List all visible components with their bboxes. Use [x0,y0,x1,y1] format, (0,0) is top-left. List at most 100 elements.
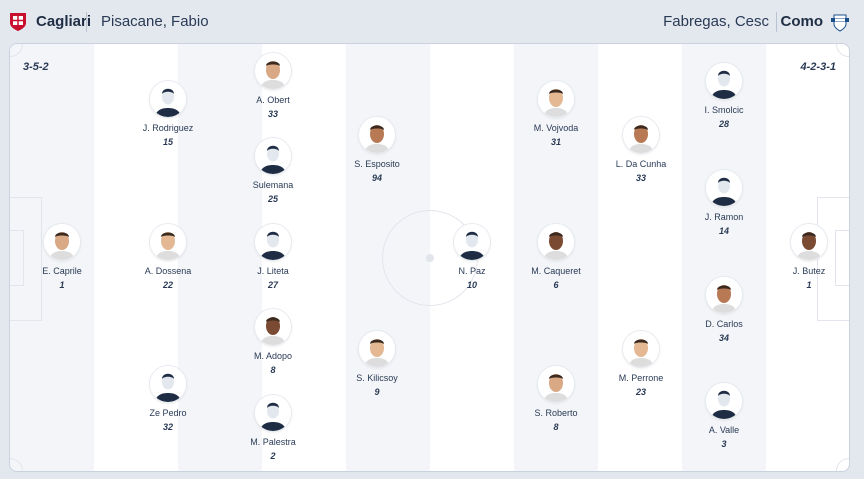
player-name: E. Caprile [42,266,82,276]
away-team-name[interactable]: Como [780,13,824,30]
player-number: 94 [371,173,382,183]
player-avatar [359,331,395,367]
player-card[interactable]: A. Dossena 22 [123,224,213,290]
player-name: A. Obert [256,95,290,105]
player-name: M. Vojvoda [533,123,579,133]
player-number: 8 [553,422,559,432]
player-number: 34 [718,333,729,343]
player-number: 28 [718,119,729,129]
player-avatar [44,224,80,260]
player-number: 1 [59,280,65,290]
home-formation: 3-5-2 [23,61,49,73]
player-number: 15 [162,137,173,147]
player-card[interactable]: Sulemana 25 [228,138,318,204]
player-card[interactable]: M. Adopo 8 [228,309,318,375]
player-card[interactable]: N. Paz 10 [427,224,517,290]
player-name: M. Perrone [618,373,664,383]
player-number: 31 [550,137,561,147]
goal-box-left [10,230,24,286]
player-name: J. Rodriguez [142,123,194,133]
penalty-box-right [817,197,849,321]
player-number: 22 [162,280,173,290]
player-name: S. Roberto [534,408,578,418]
player-number: 33 [267,109,278,119]
player-avatar [255,224,291,260]
player-card[interactable]: I. Smolcic 28 [679,63,769,129]
divider [776,11,777,32]
player-avatar [454,224,490,260]
player-card[interactable]: J. Butez 1 [764,224,849,290]
player-card[interactable]: J. Ramon 14 [679,170,769,236]
corner-arc [836,458,849,471]
player-name: D. Carlos [705,319,743,329]
player-avatar [538,224,574,260]
player-name: N. Paz [458,266,486,276]
player-name: J. Liteta [257,266,289,276]
player-avatar [150,81,186,117]
player-avatar [255,309,291,345]
player-card[interactable]: M. Palestra 2 [228,395,318,461]
player-number: 25 [267,194,278,204]
player-card[interactable]: S. Roberto 8 [511,366,601,432]
player-number: 10 [466,280,477,290]
player-card[interactable]: J. Liteta 27 [228,224,318,290]
player-avatar [706,383,742,419]
center-spot [426,254,434,262]
away-coach[interactable]: Fabregas, Cesc [663,13,769,30]
player-avatar [255,395,291,431]
como-crest-icon [831,14,849,32]
player-card[interactable]: S. Esposito 94 [332,117,422,183]
home-coach[interactable]: Pisacane, Fabio [101,13,209,30]
player-avatar [359,117,395,153]
player-name: S. Kilicsoy [356,373,398,383]
player-number: 23 [635,387,646,397]
player-name: J. Butez [792,266,826,276]
player-number: 33 [635,173,646,183]
player-avatar [706,277,742,313]
player-card[interactable]: L. Da Cunha 33 [596,117,686,183]
home-team-name[interactable]: Cagliari [36,13,92,30]
player-number: 8 [270,365,276,375]
player-card[interactable]: A. Obert 33 [228,53,318,119]
away-formation: 4-2-3-1 [800,61,836,73]
corner-arc [836,44,849,57]
player-name: I. Smolcic [704,105,744,115]
player-card[interactable]: J. Rodriguez 15 [123,81,213,147]
cagliari-crest-icon [10,13,26,31]
player-number: 27 [267,280,278,290]
player-avatar [150,224,186,260]
match-header: Cagliari Pisacane, Fabio Fabregas, Cesc … [0,0,864,43]
player-avatar [623,117,659,153]
player-avatar [255,53,291,89]
player-avatar [150,366,186,402]
player-card[interactable]: Ze Pedro 32 [123,366,213,432]
player-name: Sulemana [252,180,294,190]
player-number: 6 [553,280,559,290]
player-avatar [706,63,742,99]
player-name: A. Dossena [144,266,192,276]
player-card[interactable]: D. Carlos 34 [679,277,769,343]
player-name: S. Esposito [354,159,400,169]
player-number: 32 [162,422,173,432]
player-card[interactable]: S. Kilicsoy 9 [332,331,422,397]
player-card[interactable]: A. Valle 3 [679,383,769,449]
player-avatar [538,81,574,117]
player-card[interactable]: E. Caprile 1 [17,224,107,290]
lineup-pitch: 3-5-2 4-2-3-1 E. Caprile 1 J. Rodriguez … [9,43,850,472]
player-name: A. Valle [708,425,740,435]
player-number: 9 [374,387,380,397]
player-name: M. Caqueret [531,266,581,276]
player-avatar [255,138,291,174]
player-name: M. Palestra [250,437,296,447]
player-name: Ze Pedro [149,408,187,418]
player-card[interactable]: M. Perrone 23 [596,331,686,397]
player-number: 3 [721,439,727,449]
player-number: 1 [806,280,812,290]
player-name: J. Ramon [704,212,744,222]
player-card[interactable]: M. Vojvoda 31 [511,81,601,147]
goal-box-right [835,230,849,286]
player-card[interactable]: M. Caqueret 6 [511,224,601,290]
divider [86,11,87,32]
player-avatar [706,170,742,206]
player-avatar [791,224,827,260]
